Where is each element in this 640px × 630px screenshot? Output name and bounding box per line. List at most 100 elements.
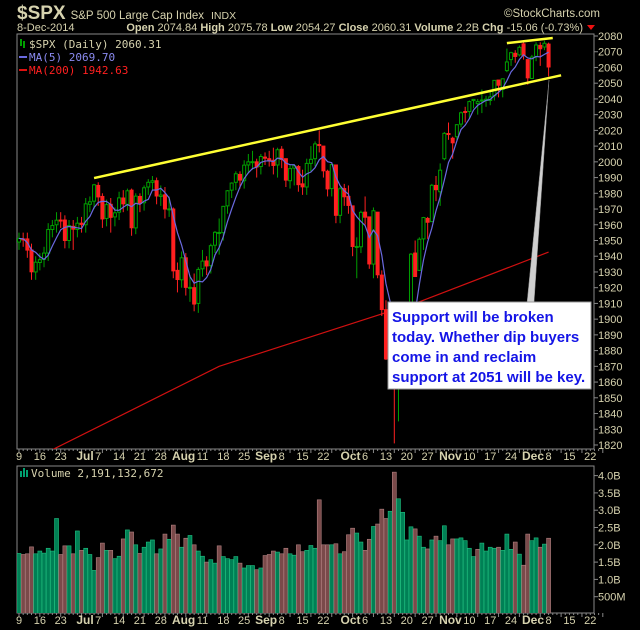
candle-body (87, 201, 92, 205)
volume-bar (521, 564, 526, 613)
volume-bar (17, 553, 22, 613)
volume-bar (66, 545, 72, 613)
volume-bar (170, 524, 176, 613)
y-tick-label: 1900 (598, 314, 622, 326)
candle-body (83, 203, 88, 226)
y-tick-label: 1820 (598, 440, 622, 452)
y-tick-label: 2000 (598, 157, 622, 169)
x-tick-label: 17 (484, 615, 496, 627)
candle-body (150, 180, 155, 183)
volume-bar (221, 556, 226, 613)
candle-body (100, 195, 105, 220)
candle-body (129, 189, 134, 229)
volume-bar (525, 533, 531, 613)
low-label: Low (271, 22, 293, 34)
candle-body (79, 222, 84, 225)
x-tick-label: 8 (279, 615, 285, 627)
x-tick-label: 14 (113, 615, 125, 627)
x-tick-label: 25 (238, 451, 250, 463)
volume-bar (87, 554, 93, 613)
x-month-label: Aug (172, 613, 195, 627)
candle-body (504, 61, 509, 72)
candle-body (117, 197, 122, 213)
volume-bar (166, 538, 172, 613)
volume-bar (154, 553, 159, 613)
volume-bar (362, 550, 368, 613)
candle-body (413, 252, 418, 278)
volume-bar (137, 553, 143, 613)
volume-bar (25, 553, 30, 613)
x-month-label: Oct (341, 449, 361, 463)
candle-body (46, 228, 51, 254)
candle-body (325, 170, 330, 190)
volume-bar (141, 546, 147, 613)
candle-body (496, 79, 501, 86)
legend-volume: Volume 2,191,132,672 (31, 467, 163, 480)
volume-legend-icon-part (26, 470, 28, 477)
volume-bar (387, 510, 393, 613)
candle-body (208, 245, 213, 267)
candle-body (192, 287, 197, 305)
candle-body (446, 133, 451, 136)
volume-bar (437, 540, 443, 613)
volume-bar (533, 537, 539, 613)
x-tick-label: 27 (422, 451, 434, 463)
x-tick-label: 22 (317, 615, 329, 627)
volume-bar (283, 547, 289, 613)
x-tick-label: 23 (55, 615, 67, 627)
volume-bar (500, 550, 506, 613)
volume-bar (312, 547, 318, 613)
volume-bar (187, 535, 193, 613)
candle-body (158, 194, 163, 197)
x-month-label: Jul (76, 449, 93, 463)
ma200-line (52, 251, 549, 449)
y-tick-label: 1980 (598, 188, 622, 200)
volume-bar (446, 544, 451, 613)
legend-ma5: MA(5) 2069.70 (29, 51, 115, 64)
candle-body (29, 249, 34, 273)
volume-bar (471, 556, 476, 613)
volume-bar (287, 553, 293, 613)
volume-bar (529, 540, 535, 613)
y-tick-label: 2010 (598, 141, 622, 153)
volume-bar (179, 546, 184, 613)
candle-body (133, 195, 138, 229)
volume-bar (479, 542, 485, 613)
candle-body (379, 274, 384, 311)
volume-tick-label: 3.5B (598, 488, 621, 500)
volume-bar (75, 530, 80, 613)
candle-body (350, 205, 355, 247)
volume-bar (321, 544, 326, 613)
candle-body (529, 56, 534, 79)
volume-bar (183, 537, 189, 613)
candle-body (54, 219, 59, 226)
candle-body (125, 190, 130, 205)
volume-bar (371, 526, 376, 613)
y-tick-label: 1840 (598, 409, 622, 421)
volume-bar (404, 539, 410, 613)
x-tick-label: 6 (362, 615, 368, 627)
volume-bar (58, 554, 64, 613)
volume-bar (70, 553, 76, 613)
candle-legend-icon (20, 39, 22, 46)
volume-bar (537, 546, 543, 613)
x-tick-label: 20 (401, 451, 413, 463)
watermark: ©StockCharts.com (504, 8, 600, 20)
volume-bar (442, 525, 447, 613)
volume-bar (54, 518, 59, 613)
candle-body (200, 260, 205, 270)
candle-body (104, 204, 109, 219)
y-tick-label: 2080 (598, 31, 622, 43)
x-tick-label: 15 (563, 615, 575, 627)
volume-bar (208, 559, 214, 613)
candle-body (271, 159, 276, 166)
candle-body (358, 211, 363, 248)
volume-bar (508, 548, 514, 613)
candle-body (525, 59, 530, 79)
y-tick-label: 1940 (598, 251, 622, 263)
volume-bar (229, 559, 234, 613)
volume-bar (467, 547, 472, 613)
candle-body (363, 211, 368, 218)
symbol: $SPX (17, 3, 66, 24)
volume-bar (116, 555, 122, 613)
